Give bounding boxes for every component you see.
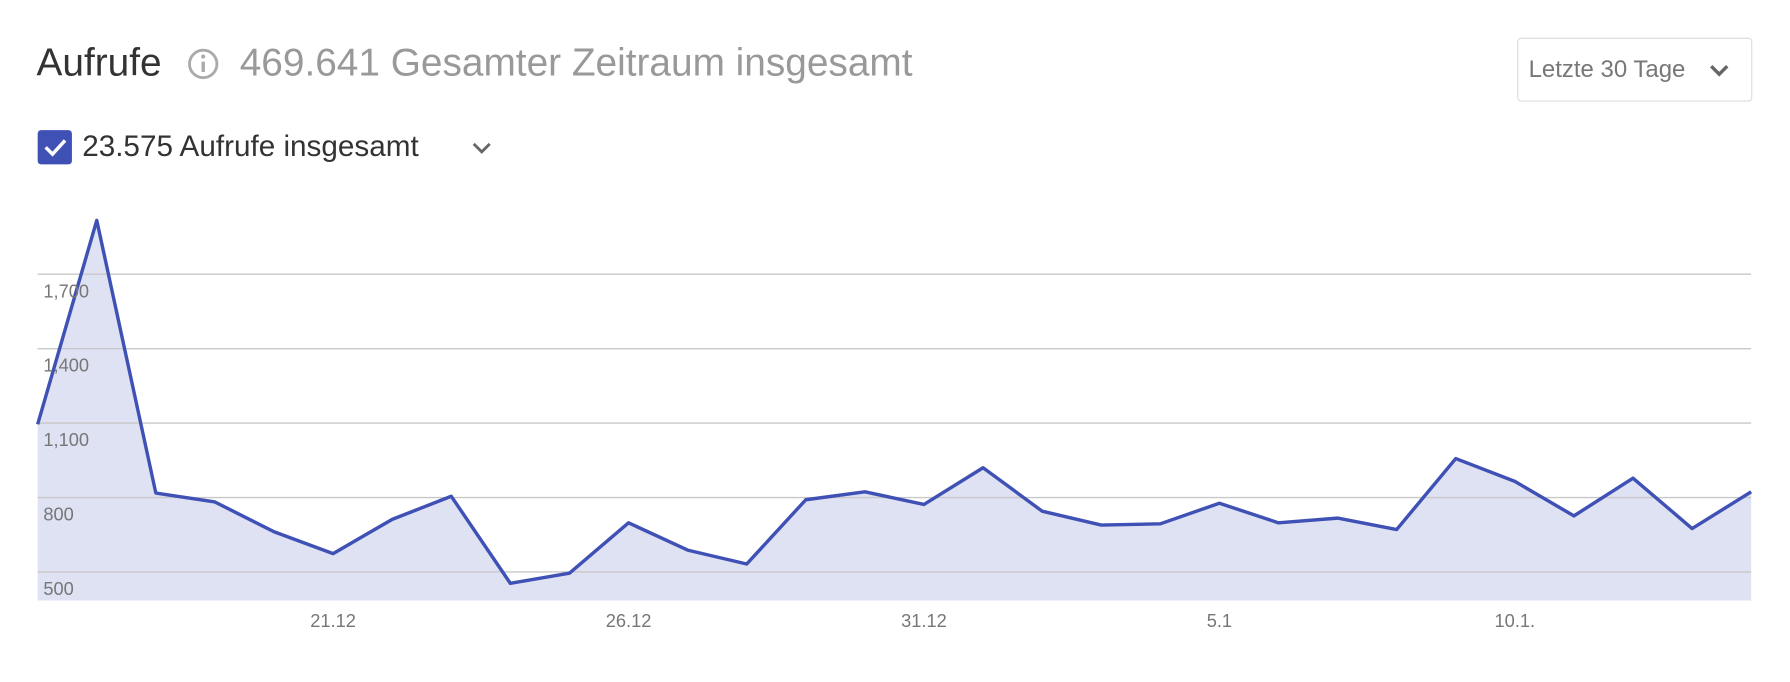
title: Aufrufe — [37, 41, 162, 84]
y-tick-label: 1,700 — [43, 280, 89, 301]
y-tick-label: 500 — [43, 578, 73, 599]
y-tick-label: 800 — [43, 504, 73, 525]
x-tick-label: 10.1. — [1495, 610, 1536, 631]
plot: 1,700 1,400 1,100 800 500 21.12 26.12 31.12 5.1 1… — [36, 218, 1753, 631]
checkbox[interactable] — [37, 130, 72, 165]
x-tick-label: 31.12 — [901, 610, 947, 631]
range-label: Letzte 30 Tage — [1529, 56, 1686, 83]
y-tick-label: 1,100 — [43, 429, 89, 450]
line — [36, 218, 1753, 586]
y-tick-label: 1,400 — [43, 355, 89, 376]
area — [37, 220, 1752, 601]
metric-dropdown[interactable] — [472, 142, 491, 154]
range-button[interactable]: Letzte 30 Tage — [1517, 37, 1753, 102]
x-tick-label: 5.1 — [1207, 610, 1232, 631]
metric: 23.575 Aufrufe insgesamt — [82, 130, 419, 163]
x-tick-label: 26.12 — [606, 610, 652, 631]
info-icon[interactable] — [188, 48, 219, 80]
x-tick-label: 21.12 — [310, 610, 356, 631]
total: 469.641 Gesamter Zeitraum insgesamt — [240, 41, 913, 84]
